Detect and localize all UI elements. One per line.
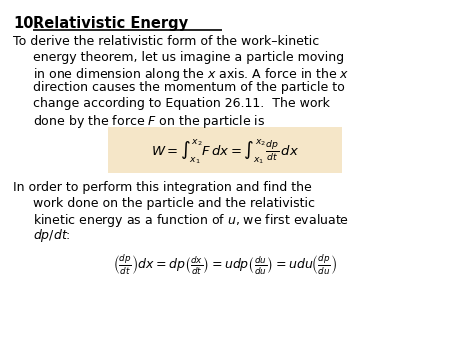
Text: done by the force $F$ on the particle is: done by the force $F$ on the particle is — [33, 113, 266, 129]
Text: $\left(\frac{dp}{dt}\right)dx = dp\left(\frac{dx}{dt}\right) = udp\left(\frac{du: $\left(\frac{dp}{dt}\right)dx = dp\left(… — [113, 253, 337, 277]
Text: 10.: 10. — [13, 16, 39, 31]
Text: $dp/dt$:: $dp/dt$: — [33, 227, 71, 244]
FancyBboxPatch shape — [108, 127, 342, 173]
Text: kinetic energy as a function of $u$, we first evaluate: kinetic energy as a function of $u$, we … — [33, 212, 349, 229]
Text: direction causes the momentum of the particle to: direction causes the momentum of the par… — [33, 81, 345, 95]
Text: change according to Equation 26.11.  The work: change according to Equation 26.11. The … — [33, 97, 330, 110]
Text: in one dimension along the $x$ axis. A force in the $x$: in one dimension along the $x$ axis. A f… — [33, 66, 349, 83]
Text: work done on the particle and the relativistic: work done on the particle and the relati… — [33, 196, 315, 210]
Text: $W = \int_{x_1}^{x_2} F\,dx = \int_{x_1}^{x_2} \frac{dp}{dt}\,dx$: $W = \int_{x_1}^{x_2} F\,dx = \int_{x_1}… — [151, 138, 299, 166]
Text: In order to perform this integration and find the: In order to perform this integration and… — [13, 181, 312, 194]
Text: To derive the relativistic form of the work–kinetic: To derive the relativistic form of the w… — [13, 35, 319, 48]
Text: energy theorem, let us imagine a particle moving: energy theorem, let us imagine a particl… — [33, 50, 344, 64]
Text: Relativistic Energy: Relativistic Energy — [33, 16, 188, 31]
